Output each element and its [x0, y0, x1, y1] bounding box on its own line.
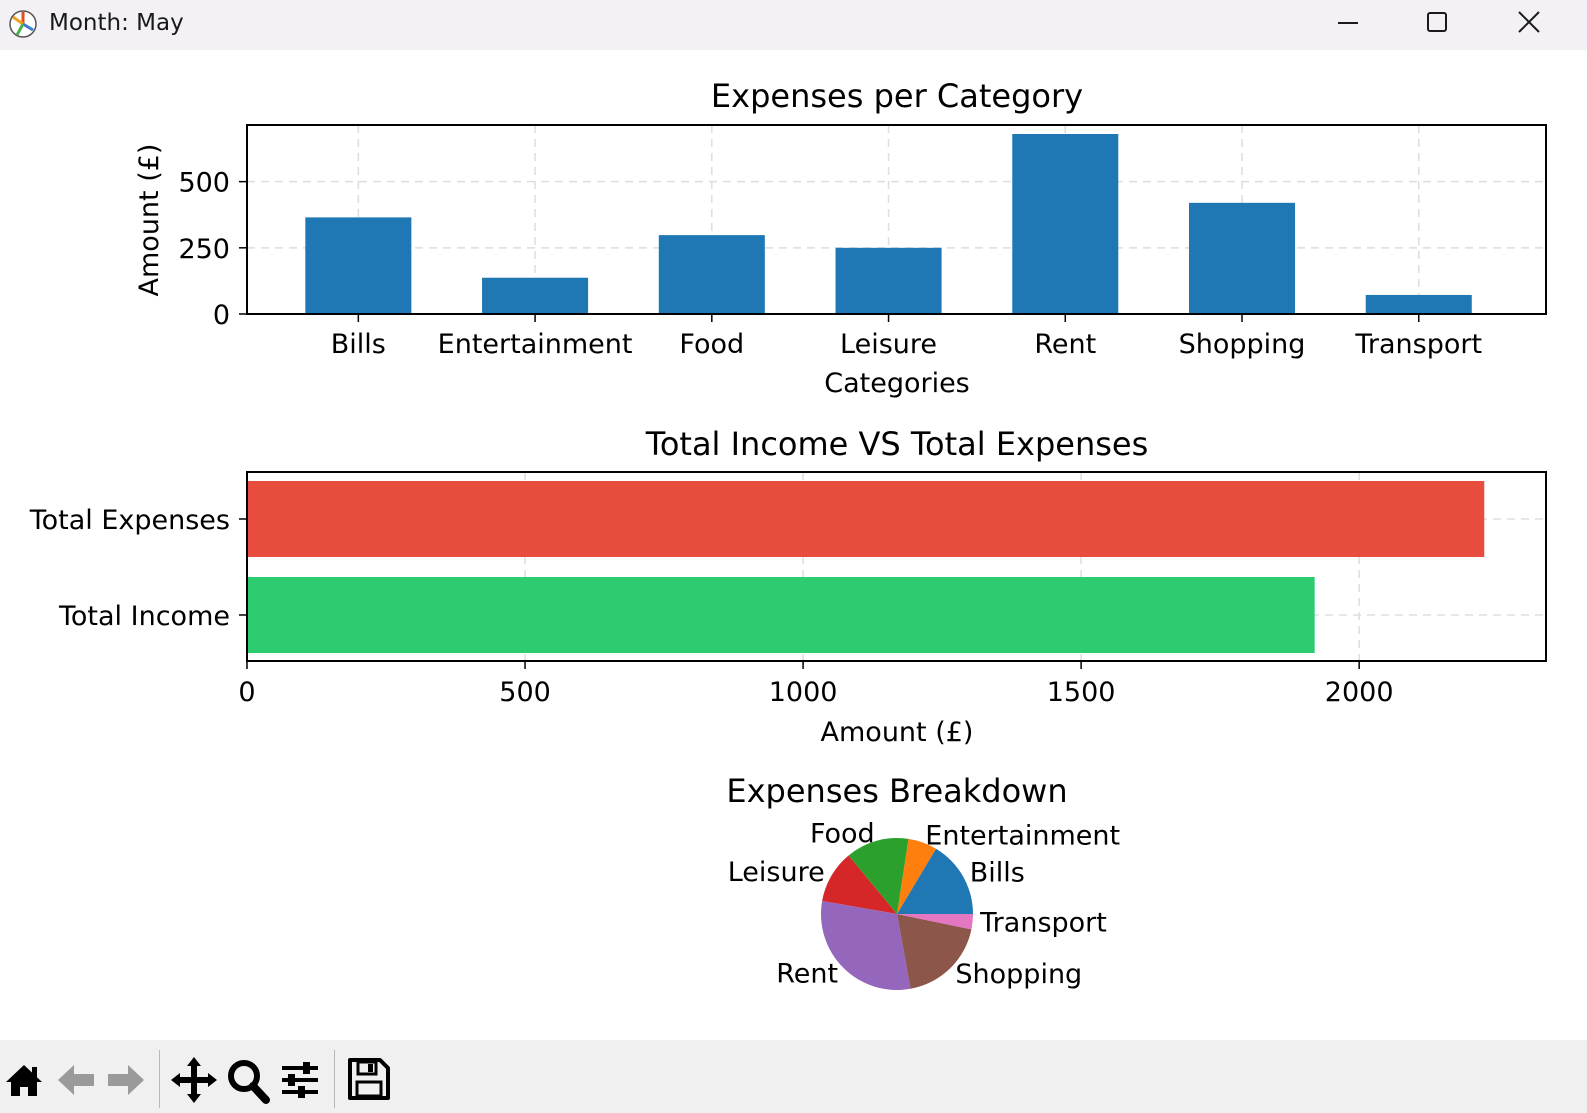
- x-tick-label: Bills: [331, 329, 386, 360]
- x-ticks: 0 500 1000 1500 2000: [238, 661, 1393, 708]
- x-tick-label: 500: [499, 677, 551, 708]
- x-tick-label: Leisure: [840, 329, 937, 360]
- chart-title: Total Income VS Total Expenses: [645, 425, 1149, 463]
- x-tick-label: 1000: [769, 677, 838, 708]
- pie-label: Entertainment: [925, 820, 1120, 851]
- window-title: Month: May: [49, 10, 184, 36]
- chart-title: Expenses per Category: [711, 77, 1083, 115]
- expenses-per-category-chart: Expenses per Category Bills Entertainment…: [134, 77, 1546, 399]
- forward-arrow-icon[interactable]: [102, 1052, 150, 1104]
- y-ticks: 0 250 500: [178, 168, 247, 331]
- x-tick-label: Transport: [1354, 329, 1482, 360]
- bar-total-expenses: [247, 481, 1484, 557]
- pie-label: Rent: [776, 958, 838, 989]
- bar-rent: [1012, 134, 1118, 314]
- pie-label: Leisure: [728, 857, 825, 888]
- bar-bills: [305, 217, 411, 314]
- save-icon[interactable]: [344, 1052, 392, 1104]
- x-axis-label: Amount (£): [821, 717, 974, 748]
- expenses-breakdown-chart: Expenses Breakdown Bills Entertainment Foo…: [726, 772, 1120, 990]
- pie-label: Bills: [970, 858, 1025, 889]
- income-vs-expenses-chart: Total Income VS Total Expenses 0 500 1000 1…: [29, 425, 1546, 748]
- x-tick-label: Entertainment: [438, 329, 633, 360]
- home-icon[interactable]: [0, 1052, 48, 1104]
- back-arrow-icon[interactable]: [52, 1052, 100, 1104]
- bar-food: [659, 235, 765, 314]
- x-axis-label: Categories: [824, 368, 970, 399]
- x-tick-label: 0: [238, 677, 255, 708]
- pie-label: Shopping: [955, 959, 1082, 990]
- x-tick-label: Rent: [1034, 329, 1096, 360]
- y-ticks: Total Expenses Total Income: [29, 505, 247, 632]
- y-tick-label: 0: [213, 300, 230, 331]
- close-icon[interactable]: [1499, 5, 1559, 43]
- y-axis-label: Amount (£): [134, 144, 165, 297]
- x-tick-label: Shopping: [1179, 329, 1306, 360]
- bar-shopping: [1189, 203, 1295, 314]
- y-tick-label: 500: [178, 168, 230, 199]
- bars: [247, 481, 1484, 653]
- x-tick-label: 1500: [1047, 677, 1116, 708]
- y-tick-label: 250: [178, 234, 230, 265]
- x-tick-label: Food: [679, 329, 744, 360]
- maximize-icon[interactable]: [1408, 5, 1468, 43]
- pie-label: Food: [810, 818, 875, 849]
- y-tick-label: Total Income: [58, 601, 230, 632]
- bar-total-income: [247, 577, 1315, 653]
- pan-icon[interactable]: [170, 1052, 218, 1104]
- app-icon: [7, 8, 39, 40]
- toolbar-separator: [334, 1050, 335, 1108]
- figure-canvas: Expenses per Category Bills Entertainment…: [0, 50, 1587, 1040]
- navigation-toolbar: [0, 1040, 1587, 1113]
- pie-slices: [821, 838, 973, 990]
- bar-entertainment: [482, 278, 588, 314]
- chart-title: Expenses Breakdown: [726, 772, 1067, 810]
- x-ticks: Bills Entertainment Food Leisure Rent Shoppin…: [331, 314, 1482, 360]
- toolbar-separator: [159, 1050, 160, 1108]
- pie-label: Transport: [979, 907, 1107, 938]
- window-title-bar: Month: May: [0, 0, 1587, 50]
- y-tick-label: Total Expenses: [29, 505, 230, 536]
- bar-leisure: [836, 248, 942, 314]
- x-tick-label: 2000: [1325, 677, 1394, 708]
- bar-transport: [1366, 295, 1472, 314]
- zoom-icon[interactable]: [224, 1052, 272, 1104]
- configure-subplots-icon[interactable]: [276, 1052, 324, 1104]
- minimize-icon[interactable]: [1318, 5, 1378, 43]
